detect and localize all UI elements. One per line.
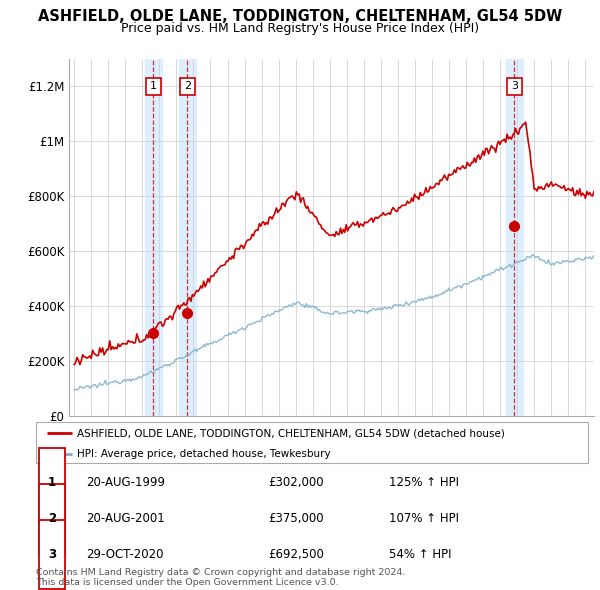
FancyBboxPatch shape bbox=[39, 448, 65, 517]
FancyBboxPatch shape bbox=[39, 520, 65, 589]
Text: ASHFIELD, OLDE LANE, TODDINGTON, CHELTENHAM, GL54 5DW (detached house): ASHFIELD, OLDE LANE, TODDINGTON, CHELTEN… bbox=[77, 428, 505, 438]
Bar bbox=[145, 59, 162, 416]
Bar bbox=[179, 59, 196, 416]
Text: 20-AUG-2001: 20-AUG-2001 bbox=[86, 512, 164, 525]
Text: 1: 1 bbox=[150, 81, 157, 91]
Text: £375,000: £375,000 bbox=[268, 512, 323, 525]
FancyBboxPatch shape bbox=[39, 484, 65, 553]
Text: 20-AUG-1999: 20-AUG-1999 bbox=[86, 476, 164, 489]
Text: 2: 2 bbox=[184, 81, 191, 91]
Text: 3: 3 bbox=[48, 548, 56, 561]
Bar bbox=[506, 59, 523, 416]
Text: £302,000: £302,000 bbox=[268, 476, 323, 489]
FancyBboxPatch shape bbox=[36, 422, 588, 463]
Text: 3: 3 bbox=[511, 81, 518, 91]
Text: Contains HM Land Registry data © Crown copyright and database right 2024.
This d: Contains HM Land Registry data © Crown c… bbox=[36, 568, 406, 587]
Text: ASHFIELD, OLDE LANE, TODDINGTON, CHELTENHAM, GL54 5DW: ASHFIELD, OLDE LANE, TODDINGTON, CHELTEN… bbox=[38, 9, 562, 24]
Text: Price paid vs. HM Land Registry's House Price Index (HPI): Price paid vs. HM Land Registry's House … bbox=[121, 22, 479, 35]
Text: HPI: Average price, detached house, Tewkesbury: HPI: Average price, detached house, Tewk… bbox=[77, 449, 331, 459]
Text: 1: 1 bbox=[48, 476, 56, 489]
Text: 125% ↑ HPI: 125% ↑ HPI bbox=[389, 476, 459, 489]
Text: £692,500: £692,500 bbox=[268, 548, 324, 561]
Text: 2: 2 bbox=[48, 512, 56, 525]
Text: 107% ↑ HPI: 107% ↑ HPI bbox=[389, 512, 459, 525]
Text: 29-OCT-2020: 29-OCT-2020 bbox=[86, 548, 163, 561]
Text: 54% ↑ HPI: 54% ↑ HPI bbox=[389, 548, 452, 561]
